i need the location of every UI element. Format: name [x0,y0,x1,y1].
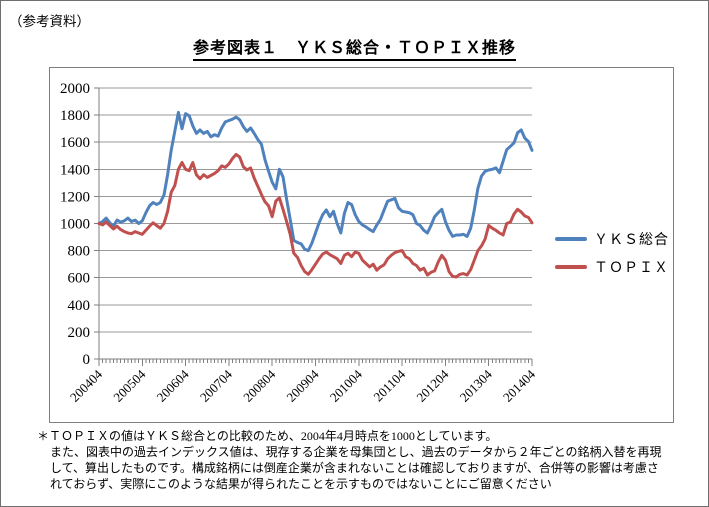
page-title: 参考図表１ ＹＫＳ総合・ＴＯＰＩＸ推移 [192,34,516,61]
line-chart-canvas: 0 200 400 600 800 1000 1200 1400 1600 1800 2000 200… [60,81,539,405]
footnote-line: れておらず、実際にこのような結果が得られたことを示すものではないことにご留意くだ… [50,477,552,491]
svg-text:200404: 200404 [67,366,106,405]
legend-label-topix: ＴＯＰＩＸ [594,261,669,276]
svg-text:400: 400 [68,298,91,314]
footnote-line: ＊ＴＯＰＩＸの値はＹＫＳ総合との比較のため、2004年4月時点を1000としてい… [37,429,498,443]
svg-text:201404: 201404 [500,366,539,405]
footnote-line: して、算出したものです。構成銘柄には倒産企業が含まれないことは確認しておりますが… [50,461,659,475]
svg-text:2000: 2000 [60,81,90,97]
svg-text:200604: 200604 [154,366,193,405]
svg-text:1400: 1400 [60,162,90,178]
legend-item-topix: ＴＯＰＩＸ [555,253,669,281]
svg-text:200704: 200704 [197,366,236,405]
svg-text:1200: 1200 [60,189,90,205]
legend-item-yks: ＹＫＳ総合 [555,225,669,253]
svg-text:800: 800 [68,244,91,260]
svg-text:0: 0 [83,352,91,368]
svg-text:200: 200 [68,325,91,341]
svg-text:201304: 201304 [457,366,496,405]
footnote-line: また、図表中の過去インデックス値は、現存する企業を母集団とし、過去のデータから２… [50,445,662,459]
legend-label-yks: ＹＫＳ総合 [594,233,669,248]
svg-text:1800: 1800 [60,108,90,124]
svg-text:201004: 201004 [327,366,366,405]
svg-text:1000: 1000 [60,217,90,233]
svg-text:200904: 200904 [283,366,322,405]
svg-text:201104: 201104 [370,366,408,404]
yks-line-swatch [555,237,587,241]
svg-text:1600: 1600 [60,135,90,151]
chart-frame: 0 200 400 600 800 1000 1200 1400 1600 1800 2000 200… [49,67,674,423]
svg-text:201204: 201204 [413,366,452,405]
svg-text:200504: 200504 [110,366,149,405]
chart-legend: ＹＫＳ総合 ＴＯＰＩＸ [555,225,669,281]
footnote: ＊ＴＯＰＩＸの値はＹＫＳ総合との比較のため、2004年4月時点を1000としてい… [37,428,702,492]
title-row: 参考図表１ ＹＫＳ総合・ＴＯＰＩＸ推移 [1,34,708,61]
corner-note: （参考資料） [9,14,90,29]
topix-line-swatch [555,265,587,269]
svg-text:600: 600 [68,271,91,287]
svg-text:200804: 200804 [240,366,279,405]
